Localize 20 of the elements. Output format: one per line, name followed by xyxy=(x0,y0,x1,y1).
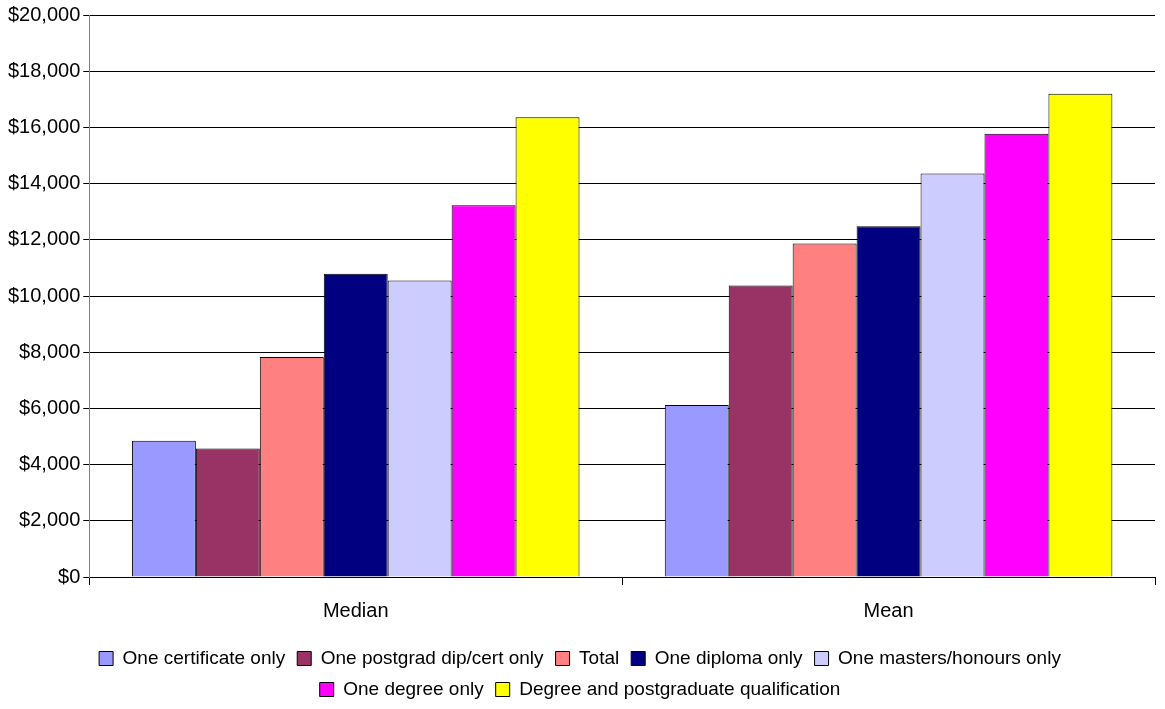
y-tick-label: $2,000 xyxy=(19,508,81,531)
y-tick-label: $6,000 xyxy=(19,395,81,418)
legend-label: Degree and postgraduate qualification xyxy=(519,677,841,699)
y-tick-label: $10,000 xyxy=(8,283,81,306)
y-tick-label: $0 xyxy=(58,564,81,587)
y-tick-label: $16,000 xyxy=(8,114,81,137)
legend-label: One certificate only xyxy=(122,646,286,668)
y-tick-label: $18,000 xyxy=(8,58,81,81)
y-tick-label: $12,000 xyxy=(8,227,81,250)
legend-label: One degree only xyxy=(343,677,485,699)
x-tick-label: Median xyxy=(322,598,389,621)
legend-label: One postgrad dip/cert only xyxy=(320,646,545,668)
legend-label: One masters/honours only xyxy=(838,646,1062,668)
y-tick-label: $8,000 xyxy=(19,339,81,362)
y-tick-label: $4,000 xyxy=(19,452,81,475)
y-tick-label: $20,000 xyxy=(8,2,81,25)
legend-label: Total xyxy=(579,646,620,668)
x-tick-label: Mean xyxy=(863,598,914,621)
legend-label: One diploma only xyxy=(654,646,804,668)
y-tick-label: $14,000 xyxy=(8,171,81,194)
